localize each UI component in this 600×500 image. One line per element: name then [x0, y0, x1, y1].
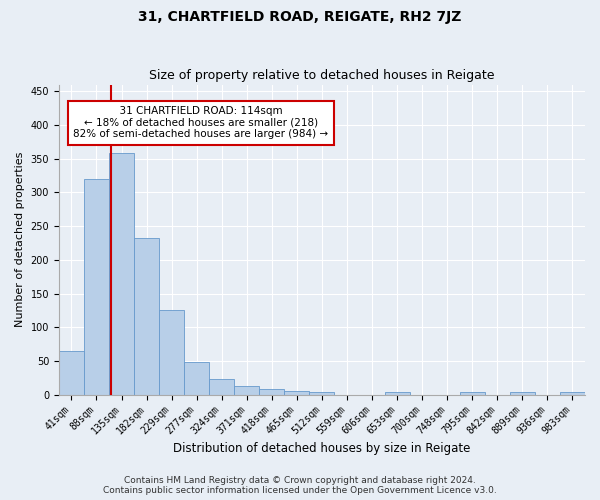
Bar — [284, 390, 310, 394]
Text: 31, CHARTFIELD ROAD, REIGATE, RH2 7JZ: 31, CHARTFIELD ROAD, REIGATE, RH2 7JZ — [139, 10, 461, 24]
Bar — [234, 386, 259, 394]
Bar — [184, 362, 209, 394]
Bar — [310, 392, 334, 394]
Title: Size of property relative to detached houses in Reigate: Size of property relative to detached ho… — [149, 69, 495, 82]
Bar — [134, 238, 159, 394]
Bar — [510, 392, 535, 394]
Bar — [560, 392, 585, 394]
Bar — [109, 154, 134, 394]
X-axis label: Distribution of detached houses by size in Reigate: Distribution of detached houses by size … — [173, 442, 470, 455]
Bar — [460, 392, 485, 394]
Text: 31 CHARTFIELD ROAD: 114sqm  
← 18% of detached houses are smaller (218)
82% of s: 31 CHARTFIELD ROAD: 114sqm ← 18% of deta… — [73, 106, 329, 140]
Bar — [84, 179, 109, 394]
Bar — [259, 388, 284, 394]
Bar — [209, 379, 234, 394]
Y-axis label: Number of detached properties: Number of detached properties — [15, 152, 25, 328]
Bar — [159, 310, 184, 394]
Bar — [385, 392, 410, 394]
Text: Contains HM Land Registry data © Crown copyright and database right 2024.
Contai: Contains HM Land Registry data © Crown c… — [103, 476, 497, 495]
Bar — [59, 351, 84, 395]
